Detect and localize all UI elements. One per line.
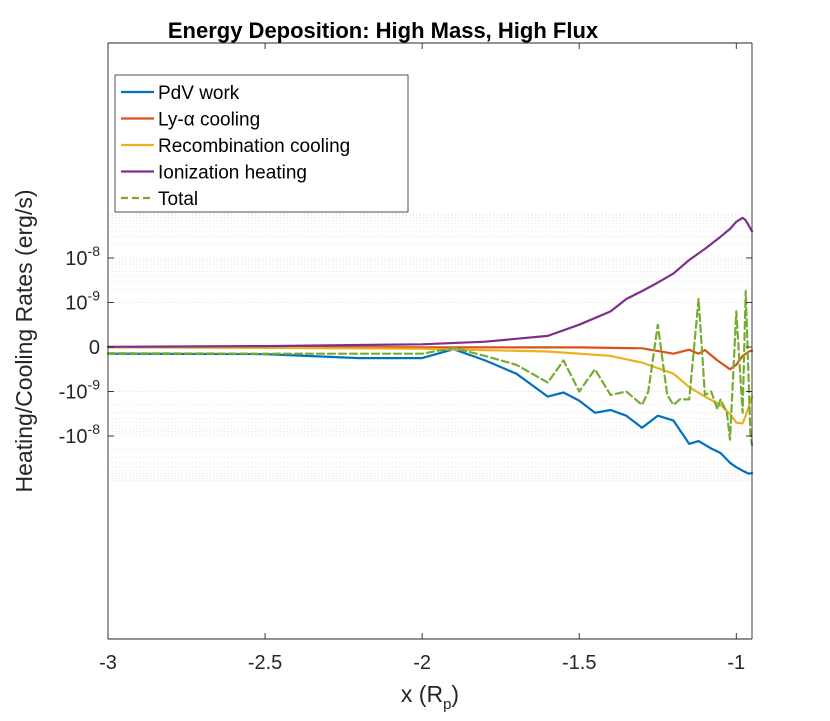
legend-label: Ly-α cooling — [158, 110, 260, 131]
legend-box — [114, 74, 409, 213]
y-tick-label: 0 — [89, 337, 100, 359]
legend: PdV work Ly-α cooling Recombination coolin… — [114, 74, 409, 213]
y-axis-label: Heating/Cooling Rates (erg/s) — [11, 190, 37, 493]
y-ticks: 10-8 10-9 0 -10-9 -10-8 — [59, 243, 752, 448]
x-axis-label: x (Rp) — [401, 681, 459, 713]
y-tick-label: 10-9 — [65, 287, 100, 314]
series-line-ionization-heating — [106, 216, 754, 348]
x-tick-label: -2.5 — [248, 652, 282, 674]
x-tick-label: -3 — [99, 652, 117, 674]
legend-label: Ionization heating — [158, 163, 307, 184]
y-tick-label: -10-8 — [59, 421, 101, 448]
x-tick-label: -1 — [727, 652, 745, 674]
x-tick-label: -1.5 — [562, 652, 596, 674]
legend-label: PdV work — [158, 83, 240, 104]
y-tick-label: 10-8 — [65, 243, 100, 270]
x-ticks: -3 -2.5 -2 -1.5 -1 — [99, 43, 745, 674]
series-layer — [106, 216, 754, 475]
chart-title: Energy Deposition: High Mass, High Flux — [168, 18, 599, 43]
y-tick-label: -10-9 — [59, 377, 101, 404]
legend-label: Recombination cooling — [158, 136, 350, 157]
series-line-ly-cooling — [106, 346, 754, 371]
legend-label: Total — [158, 189, 198, 210]
x-tick-label: -2 — [413, 652, 431, 674]
axes-box — [107, 42, 753, 640]
series-line-total — [106, 290, 754, 447]
